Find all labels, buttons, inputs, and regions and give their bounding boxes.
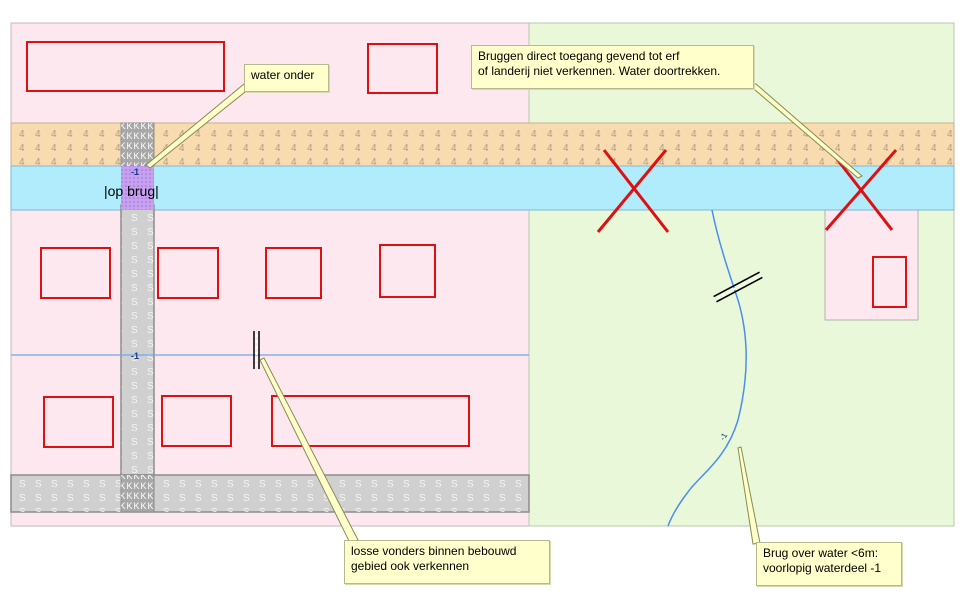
building	[43, 396, 114, 448]
water-channel	[10, 165, 955, 211]
callout-water-under: water onder	[244, 64, 329, 92]
building	[872, 256, 907, 308]
callout-bridges-line2: of landerij niet verkennen. Water doortr…	[478, 64, 721, 78]
paved-road-horizontal-pattern	[11, 475, 529, 512]
building	[367, 43, 438, 94]
callout-water-under-text: water onder	[251, 68, 315, 82]
paved-road-vertical-pattern	[121, 205, 154, 475]
callout-small-bridge-line1: Brug over water <6m:	[763, 546, 879, 560]
building	[40, 247, 111, 299]
bridge-label: |op brug|	[104, 183, 159, 199]
stream-bridge-symbol	[713, 271, 763, 303]
built-area-south	[10, 209, 530, 527]
road-band-pattern	[11, 123, 954, 166]
cross-mark-left	[596, 149, 670, 233]
building	[265, 247, 322, 299]
level-label-small-water: -1	[131, 351, 139, 361]
level-label-stream: -1	[718, 431, 730, 442]
crossing-patch-south-pattern	[121, 475, 154, 512]
callout-bridges: Bruggen direct toegang gevend tot erf of…	[471, 45, 754, 89]
bridge-deck-pattern	[121, 166, 154, 210]
callout-small-bridge: Brug over water <6m: voorlopig waterdeel…	[756, 542, 902, 586]
callout-loose-line2: gebied ook verkennen	[351, 559, 470, 573]
building	[157, 247, 219, 299]
callout-small-bridge-line2: voorlopig waterdeel -1	[763, 561, 882, 575]
building	[26, 41, 225, 92]
building	[271, 395, 470, 447]
callout-loose-bridges: losse vonders binnen bebouwd gebied ook …	[344, 540, 550, 584]
crossing-patch-north-pattern	[121, 123, 154, 166]
callout-bridges-line1: Bruggen direct toegang gevend tot erf	[478, 49, 680, 63]
building	[161, 395, 232, 447]
callout-loose-line1: losse vonders binnen bebouwd	[351, 544, 517, 558]
level-label-bridge: -1	[131, 167, 139, 177]
building	[379, 244, 436, 298]
stream	[667, 209, 747, 527]
loose-bridge-symbol	[253, 331, 260, 369]
farmyard-area	[824, 209, 919, 321]
